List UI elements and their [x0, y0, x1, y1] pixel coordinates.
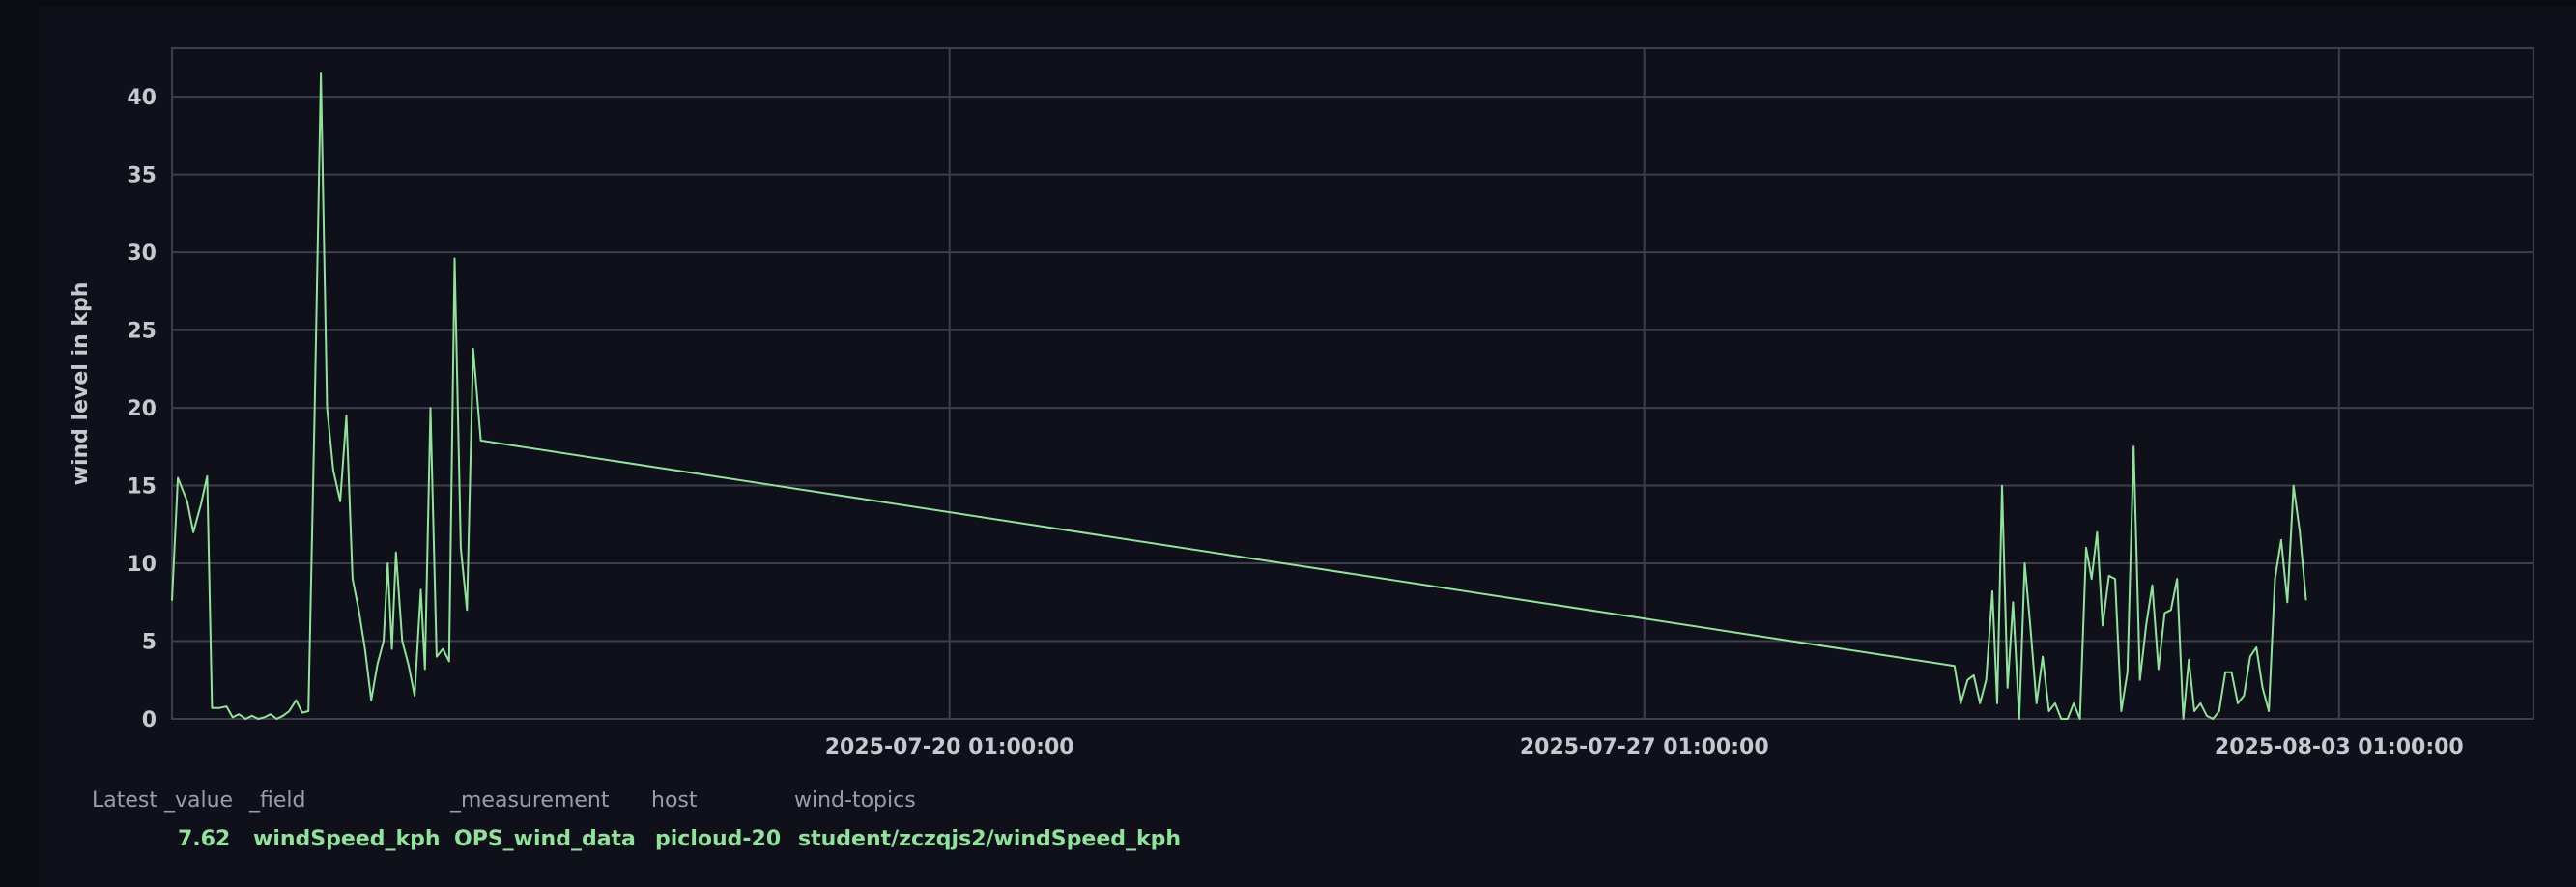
x-tick-labels: 2025-07-20 01:00:00 2025-07-27 01:00:00 20… [825, 735, 2464, 759]
y-tick-labels: 0 5 10 15 20 25 30 35 40 [127, 86, 157, 732]
x-gridlines [948, 48, 2340, 719]
y-tick-label-20: 20 [127, 397, 157, 421]
y-tick-label-40: 40 [127, 86, 157, 110]
y-tick-label-30: 30 [127, 242, 157, 266]
y-tick-label-35: 35 [127, 164, 157, 188]
y-tick-label-25: 25 [127, 320, 157, 344]
y-axis-label: wind level in kph [69, 282, 93, 486]
y-tick-label-10: 10 [127, 553, 157, 577]
x-tick-label-0: 2025-07-20 01:00:00 [825, 735, 1074, 759]
y-tick-label-0: 0 [142, 708, 157, 732]
y-tick-label-5: 5 [142, 631, 157, 655]
series-line-windSpeed_kph[interactable] [171, 72, 2307, 720]
plot-area [171, 47, 2534, 720]
x-tick-label-1: 2025-07-27 01:00:00 [1520, 735, 1769, 759]
x-tick-label-2: 2025-08-03 01:00:00 [2215, 735, 2464, 759]
y-tick-label-15: 15 [127, 475, 157, 500]
y-gridlines [172, 96, 2533, 720]
